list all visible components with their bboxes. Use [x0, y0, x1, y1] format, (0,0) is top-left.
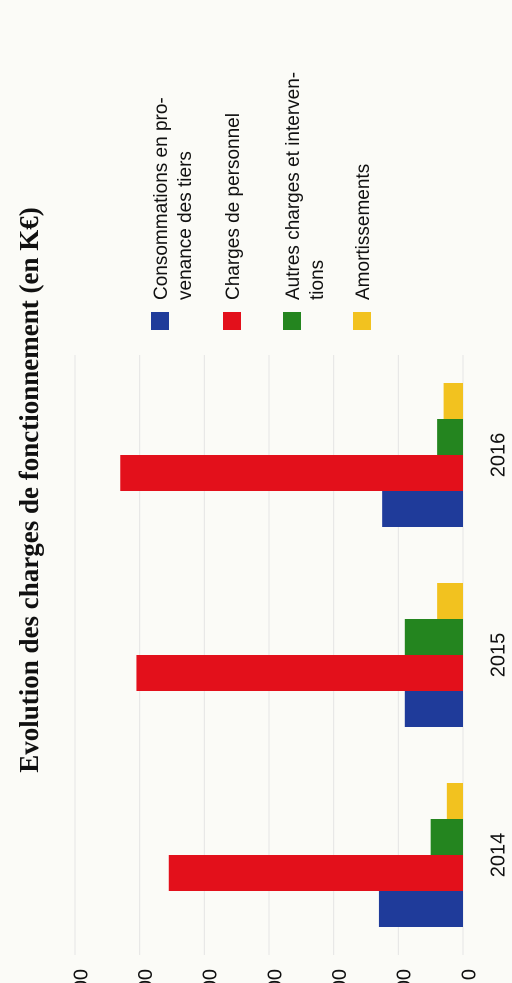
bar	[437, 583, 463, 619]
legend-swatch	[223, 312, 241, 330]
legend-label: venance des tiers	[175, 151, 196, 300]
bar	[168, 855, 463, 891]
bar	[443, 383, 463, 419]
legend-label: tions	[307, 260, 328, 300]
legend-swatch	[353, 312, 371, 330]
legend-swatch	[283, 312, 301, 330]
legend-swatch	[151, 312, 169, 330]
category-tick-label: 2016	[487, 433, 509, 478]
value-tick-label: 2000	[329, 969, 351, 983]
value-tick-label: 4000	[200, 969, 222, 983]
value-tick-label: 3000	[264, 969, 286, 983]
bar	[382, 491, 463, 527]
value-tick-label: 5000	[135, 969, 157, 983]
legend: Consommations en pro-venance des tiers Ch…	[151, 72, 374, 330]
bar	[437, 419, 463, 455]
bars	[120, 383, 464, 927]
chart-title: Evolution des charges de fonctionnement …	[14, 207, 44, 772]
bar	[404, 619, 463, 655]
bar	[120, 455, 464, 491]
category-tick-label: 2015	[487, 633, 509, 678]
value-axis-ticks: 0 1000 2000 3000 4000 5000 6000	[70, 969, 480, 983]
value-tick-label: 1000	[394, 969, 416, 983]
value-tick-label: 0	[458, 969, 480, 980]
bar	[378, 891, 463, 927]
bar	[430, 819, 463, 855]
bar	[446, 783, 463, 819]
bar	[404, 691, 463, 727]
value-tick-label: 6000	[70, 969, 92, 983]
category-axis-ticks: 2014 2015 2016	[487, 433, 509, 878]
legend-label: Autres charges et interven-	[283, 72, 304, 300]
legend-label: Amortissements	[353, 164, 374, 300]
legend-label: Charges de personnel	[223, 113, 244, 300]
legend-label: Consommations en pro-	[151, 97, 172, 300]
bar	[136, 655, 463, 691]
category-tick-label: 2014	[487, 833, 509, 878]
